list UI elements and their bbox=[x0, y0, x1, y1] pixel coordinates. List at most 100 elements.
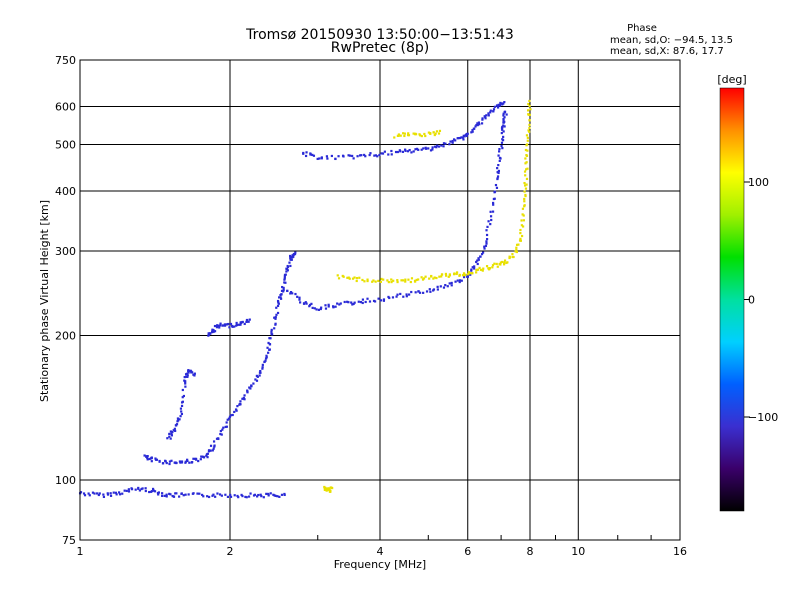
data-point bbox=[434, 132, 437, 135]
data-point bbox=[444, 274, 448, 277]
data-point bbox=[526, 136, 529, 139]
data-point bbox=[438, 129, 442, 133]
data-point bbox=[205, 454, 208, 457]
data-point bbox=[519, 239, 522, 242]
data-point bbox=[220, 433, 223, 436]
data-point bbox=[274, 317, 277, 320]
data-point bbox=[309, 153, 312, 156]
data-point bbox=[275, 306, 278, 309]
data-point bbox=[417, 278, 420, 281]
chart-title: Tromsø 20150930 13:50:00−13:51:43 bbox=[245, 27, 514, 43]
data-point bbox=[390, 153, 393, 156]
data-point bbox=[246, 389, 249, 392]
data-point bbox=[258, 374, 261, 377]
colorbar-label: [deg] bbox=[717, 73, 746, 86]
data-point bbox=[503, 101, 506, 104]
data-point bbox=[527, 102, 530, 106]
data-point bbox=[407, 278, 410, 281]
data-point bbox=[347, 301, 350, 304]
data-point bbox=[221, 324, 224, 327]
data-point bbox=[471, 266, 474, 269]
data-point bbox=[462, 134, 465, 137]
data-point bbox=[467, 271, 471, 274]
data-point bbox=[478, 266, 481, 270]
data-point bbox=[479, 255, 482, 258]
data-point bbox=[241, 494, 244, 498]
data-point bbox=[479, 268, 483, 271]
data-point bbox=[502, 119, 505, 122]
data-point bbox=[462, 276, 466, 279]
data-point bbox=[343, 300, 346, 304]
data-point bbox=[346, 300, 349, 303]
data-point bbox=[305, 151, 308, 154]
data-point bbox=[474, 125, 477, 128]
data-point bbox=[484, 115, 487, 118]
data-point bbox=[433, 276, 436, 279]
data-point bbox=[236, 405, 239, 408]
data-point bbox=[430, 275, 433, 278]
data-point bbox=[304, 301, 307, 304]
data-point bbox=[217, 437, 220, 441]
data-point bbox=[146, 455, 149, 458]
data-point bbox=[481, 269, 484, 272]
data-point bbox=[334, 157, 337, 160]
data-point bbox=[496, 177, 499, 180]
data-point bbox=[264, 359, 267, 362]
data-point bbox=[170, 432, 173, 435]
data-point bbox=[289, 258, 292, 261]
data-point bbox=[330, 154, 333, 158]
data-point bbox=[415, 147, 419, 150]
data-point bbox=[97, 493, 100, 497]
data-point bbox=[280, 493, 284, 496]
data-points bbox=[78, 99, 532, 499]
data-point bbox=[373, 154, 376, 157]
data-point bbox=[173, 427, 176, 430]
data-point bbox=[115, 493, 118, 496]
data-point bbox=[235, 321, 238, 325]
data-point bbox=[525, 134, 529, 137]
data-point bbox=[437, 145, 441, 148]
data-point bbox=[469, 273, 472, 276]
data-point bbox=[455, 271, 459, 274]
data-point bbox=[198, 492, 201, 495]
data-point bbox=[506, 261, 509, 264]
x-axis-label: Frequency [MHz] bbox=[334, 558, 426, 571]
data-point bbox=[145, 455, 148, 458]
data-point bbox=[523, 204, 526, 207]
data-point bbox=[155, 458, 159, 461]
data-point bbox=[455, 272, 458, 276]
data-point bbox=[478, 123, 481, 126]
data-point bbox=[336, 274, 339, 277]
data-point bbox=[269, 337, 272, 340]
data-point bbox=[460, 136, 463, 139]
data-point bbox=[421, 278, 425, 281]
data-point bbox=[502, 117, 505, 121]
data-point bbox=[489, 111, 492, 114]
data-point bbox=[319, 307, 322, 311]
data-point bbox=[382, 278, 385, 281]
data-point bbox=[403, 132, 406, 135]
data-point bbox=[503, 110, 507, 113]
data-point bbox=[209, 449, 212, 452]
data-point bbox=[440, 273, 444, 276]
data-point bbox=[178, 460, 182, 463]
data-point bbox=[201, 493, 204, 497]
data-point bbox=[98, 492, 101, 495]
data-point bbox=[312, 154, 316, 157]
data-point bbox=[491, 266, 494, 269]
data-point bbox=[237, 496, 240, 499]
data-point bbox=[476, 122, 479, 125]
data-point bbox=[137, 487, 140, 490]
gridlines bbox=[79, 59, 681, 541]
data-point bbox=[211, 330, 214, 333]
data-point bbox=[284, 273, 287, 276]
data-point bbox=[161, 462, 165, 465]
data-point bbox=[517, 243, 520, 246]
data-point bbox=[231, 413, 234, 417]
data-point bbox=[268, 348, 271, 351]
data-point bbox=[444, 272, 448, 276]
data-point bbox=[381, 152, 385, 155]
data-point bbox=[405, 293, 408, 296]
data-point bbox=[399, 150, 402, 153]
data-point bbox=[178, 495, 181, 498]
